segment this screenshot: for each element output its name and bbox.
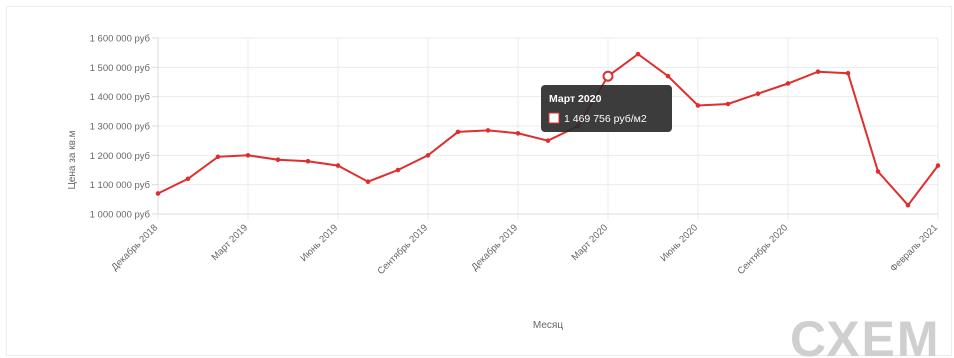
data-point bbox=[305, 158, 311, 164]
x-tick-label: Декабрь 2018 bbox=[109, 222, 160, 273]
data-point bbox=[485, 128, 491, 133]
data-point bbox=[275, 157, 281, 163]
data-point bbox=[155, 191, 161, 196]
y-tick-label: 1 400 000 руб bbox=[90, 92, 151, 103]
x-axis-title: Месяц bbox=[533, 320, 563, 331]
data-point bbox=[395, 167, 401, 173]
y-tick-label: 1 100 000 руб bbox=[90, 180, 151, 191]
x-tick-label: Декабрь 2019 bbox=[469, 222, 520, 273]
x-tick-label: Июнь 2019 bbox=[298, 222, 340, 264]
grid bbox=[152, 37, 939, 220]
watermark-logo: СХЕМ bbox=[790, 311, 941, 358]
data-point bbox=[815, 69, 821, 75]
tooltip-value: 1 469 756 руб/м2 bbox=[564, 113, 647, 125]
x-tick-label: Март 2019 bbox=[209, 222, 250, 263]
data-point bbox=[515, 131, 521, 136]
data-point bbox=[425, 153, 431, 158]
data-point bbox=[455, 129, 461, 135]
data-point bbox=[665, 73, 671, 79]
x-tick-label: Сентябрь 2020 bbox=[735, 222, 790, 277]
y-tick-label: 1 200 000 руб bbox=[90, 151, 151, 162]
y-axis-ticks: 1 600 000 руб 1 500 000 руб 1 400 000 руб 1… bbox=[90, 34, 151, 221]
data-point bbox=[875, 169, 881, 174]
y-tick-label: 1 300 000 руб bbox=[90, 122, 151, 133]
tooltip-box bbox=[541, 85, 672, 132]
data-point bbox=[545, 138, 551, 143]
data-point bbox=[845, 70, 851, 76]
highlighted-data-point bbox=[602, 70, 614, 82]
y-axis-title: Цена за кв.м bbox=[67, 130, 78, 189]
data-point bbox=[365, 179, 371, 185]
data-point bbox=[335, 163, 341, 168]
x-axis-ticks: Декабрь 2018 Март 2019 Июнь 2019 Сентябрь 2… bbox=[109, 222, 940, 277]
data-point bbox=[635, 51, 641, 57]
tooltip-swatch bbox=[548, 112, 560, 124]
x-tick-label: Март 2020 bbox=[569, 222, 610, 263]
chart-frame bbox=[6, 6, 952, 356]
tooltip: Март 2020 1 469 756 руб/м2 bbox=[541, 85, 672, 132]
data-point bbox=[695, 103, 701, 108]
y-tick-label: 1 600 000 руб bbox=[90, 34, 151, 45]
data-point bbox=[725, 101, 731, 107]
y-tick-label: 1 500 000 руб bbox=[90, 63, 151, 74]
data-point bbox=[215, 154, 221, 160]
data-point bbox=[905, 202, 911, 208]
x-tick-label: Июнь 2020 bbox=[658, 222, 700, 264]
y-tick-label: 1 000 000 руб bbox=[90, 210, 151, 221]
x-tick-label: Февраль 2021 bbox=[888, 222, 940, 274]
tooltip-title: Март 2020 bbox=[549, 93, 602, 105]
data-point bbox=[755, 91, 761, 97]
x-tick-label: Сентябрь 2019 bbox=[375, 222, 430, 277]
data-point bbox=[245, 153, 251, 158]
data-point bbox=[185, 176, 191, 182]
data-point bbox=[785, 81, 791, 86]
data-point bbox=[935, 163, 941, 168]
